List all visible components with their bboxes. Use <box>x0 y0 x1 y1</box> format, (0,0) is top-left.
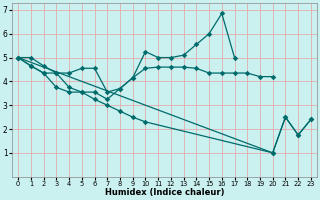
X-axis label: Humidex (Indice chaleur): Humidex (Indice chaleur) <box>105 188 224 197</box>
